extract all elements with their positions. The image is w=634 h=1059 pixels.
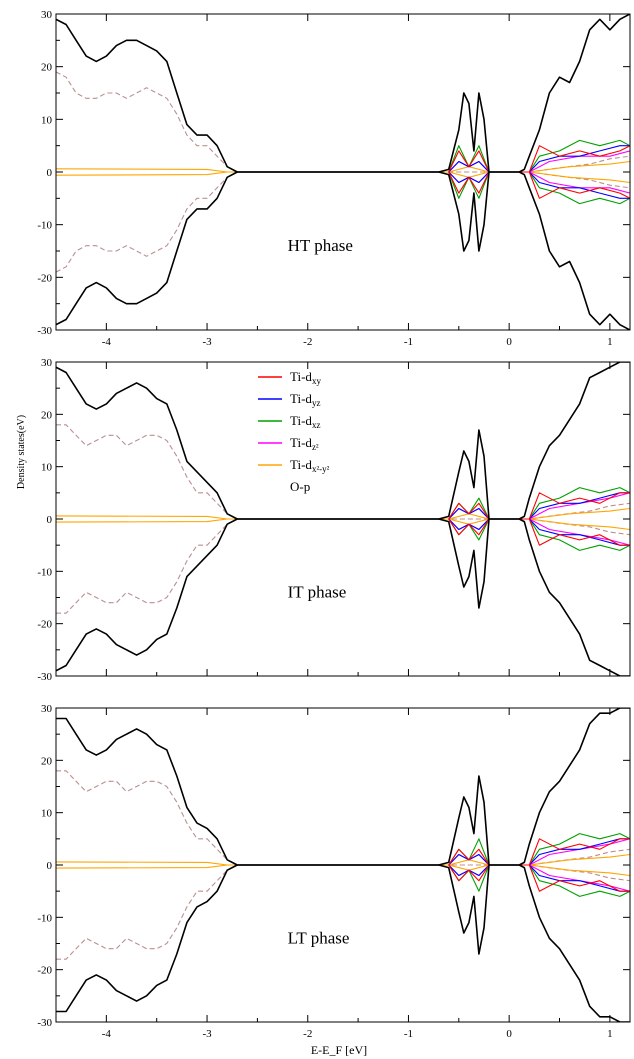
series-op-up (56, 71, 630, 173)
series-yz-down (448, 518, 630, 546)
y-tick-label: 30 (41, 357, 53, 369)
dos-panel-2: -30 -20 -10 0 10 20 30 IT phase (37, 357, 631, 683)
series-xy-down (448, 864, 630, 892)
x-tick-label: 1 (607, 336, 613, 348)
legend-entry: Ti-dx²-y² (290, 457, 330, 474)
series-x2y2-up (56, 853, 630, 866)
series-yz-up (448, 492, 630, 520)
y-tick-label: 10 (41, 114, 53, 126)
series-xy-down (448, 171, 630, 199)
phase-label: HT phase (288, 236, 353, 255)
legend-entry: Ti-dyz (290, 391, 320, 408)
y-tick-label: -20 (37, 965, 52, 977)
series-yz-down (448, 864, 630, 892)
series-op-down (56, 864, 630, 960)
series-total-down (56, 518, 630, 676)
phase-label: IT phase (288, 583, 347, 602)
legend-subscript: x²-y² (312, 464, 330, 474)
x-tick-label: 0 (506, 336, 512, 348)
y-tick-label: 20 (41, 755, 53, 767)
x-tick-label: -1 (404, 1028, 413, 1040)
series-x2y2-down (56, 518, 630, 531)
legend-subscript: z² (312, 442, 319, 452)
legend-entry: Ti-dxz (290, 413, 320, 430)
series-total-down (56, 864, 630, 1022)
y-tick-label: 20 (41, 62, 53, 74)
series-yz-up (448, 145, 630, 173)
series-x2y2-up (56, 507, 630, 520)
y-axis-label: Density states(eV) (16, 415, 27, 489)
y-tick-label: -20 (37, 272, 52, 284)
x-tick-label: -4 (102, 1028, 112, 1040)
y-tick-label: 0 (47, 167, 53, 179)
x-tick-label: 1 (607, 1028, 613, 1040)
series-total-up (56, 708, 630, 866)
series-xy-up (448, 838, 630, 866)
series-xy-down (448, 518, 630, 546)
series-x2y2-down (56, 864, 630, 877)
x-tick-label: -2 (303, 1028, 312, 1040)
x-tick-label: -3 (202, 1028, 212, 1040)
y-tick-label: 20 (41, 409, 53, 421)
y-tick-label: -30 (37, 671, 52, 683)
y-tick-label: -30 (37, 1017, 52, 1029)
series-xy-up (448, 145, 630, 173)
series-op-down (56, 518, 630, 614)
x-tick-label: 0 (506, 1028, 512, 1040)
y-tick-label: 0 (47, 860, 53, 872)
x-axis-label: E-E_F [eV] (311, 1043, 367, 1057)
legend-entry: Ti-dxy (290, 369, 321, 386)
legend: Ti-dxy Ti-dyz Ti-dxz Ti-dz² Ti-dx²-y² O-p (258, 369, 330, 494)
y-tick-label: -30 (37, 325, 52, 337)
series-xy-up (448, 492, 630, 520)
series-x2y2-up (56, 160, 630, 173)
series-total-down (56, 171, 630, 330)
legend-subscript: xz (312, 420, 321, 430)
series-total-up (56, 362, 630, 520)
series-op-up (56, 770, 630, 866)
y-tick-label: -20 (37, 619, 52, 631)
y-tick-label: 10 (41, 462, 53, 474)
y-tick-label: -10 (37, 220, 52, 232)
legend-subscript: yz (312, 398, 321, 408)
x-tick-label: -1 (404, 336, 413, 348)
legend-subscript: xy (312, 376, 322, 386)
x-tick-label: -3 (202, 336, 212, 348)
series-group (56, 708, 630, 1022)
y-tick-label: 30 (41, 9, 53, 21)
series-op-up (56, 424, 630, 520)
series-total-up (56, 14, 630, 173)
series-group (56, 362, 630, 676)
series-yz-down (448, 171, 630, 199)
x-tick-label: -4 (102, 336, 112, 348)
x-tick-label: -2 (303, 336, 312, 348)
series-op-down (56, 171, 630, 273)
y-tick-label: -10 (37, 912, 52, 924)
y-tick-label: -10 (37, 566, 52, 578)
legend-entry: Ti-dz² (290, 435, 319, 452)
series-yz-up (448, 838, 630, 866)
legend-entry: O-p (290, 479, 310, 494)
series-x2y2-down (56, 171, 630, 184)
y-tick-label: 10 (41, 808, 53, 820)
series-group (56, 14, 630, 330)
y-tick-label: 0 (47, 514, 53, 526)
y-tick-label: 30 (41, 703, 53, 715)
phase-label: LT phase (288, 929, 350, 948)
